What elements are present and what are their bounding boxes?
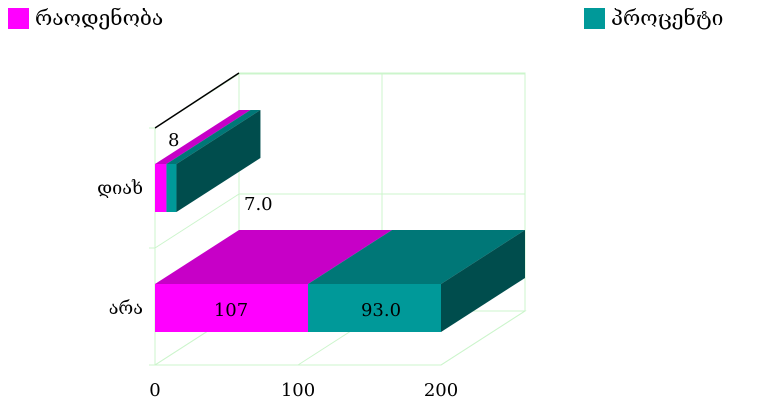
bar-1-0 bbox=[155, 284, 309, 332]
x-tick-label-1: 100 bbox=[281, 380, 315, 401]
bar-top-1-0 bbox=[155, 230, 393, 284]
bar-top-0-0 bbox=[155, 110, 251, 164]
data-label-1-0: 107 bbox=[214, 300, 248, 321]
data-label-0-0: 8 bbox=[168, 130, 179, 151]
category-label-0: დიახ bbox=[97, 178, 143, 199]
data-label-1-1: 93.0 bbox=[361, 300, 401, 321]
x-tick-label-2: 200 bbox=[424, 380, 458, 401]
top-edge bbox=[154, 72, 240, 129]
side-gridline-1 bbox=[154, 193, 240, 249]
bar-1-1 bbox=[308, 284, 441, 332]
data-label-0-1: 7.0 bbox=[244, 194, 273, 215]
x-tick-label-0: 0 bbox=[149, 380, 160, 401]
bar-top-0-1 bbox=[166, 110, 261, 164]
category-label-1: არა bbox=[109, 298, 143, 319]
legend-label-0: რაოდენობა bbox=[35, 6, 164, 30]
legend-label-1: პროცენტი bbox=[611, 6, 724, 30]
bar-0-1 bbox=[166, 164, 177, 212]
legend-item-1: პროცენტი bbox=[584, 6, 723, 30]
floor-gridline-2 bbox=[440, 310, 526, 366]
legend-swatch-1 bbox=[584, 7, 605, 29]
legend-swatch-0 bbox=[8, 7, 29, 29]
bar-side-1-1 bbox=[441, 230, 525, 332]
legend-item-0: რაოდენობა bbox=[8, 6, 163, 30]
bar-side-0-1 bbox=[176, 110, 261, 212]
bar-top-1-1 bbox=[308, 230, 525, 284]
bar-0-0 bbox=[155, 164, 167, 212]
